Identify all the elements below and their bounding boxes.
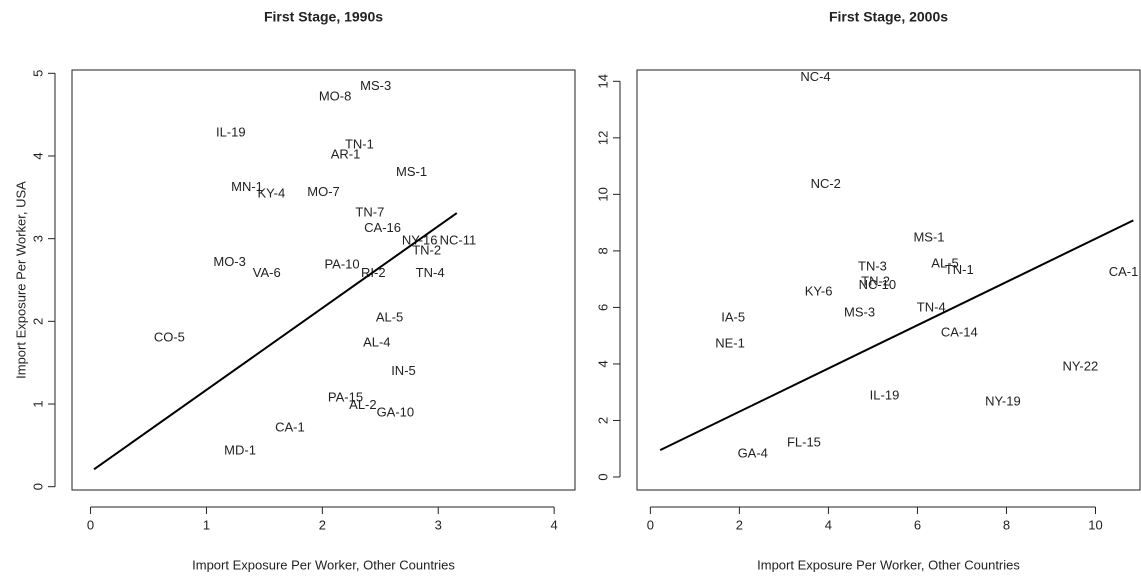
point-label: AL-4 [363, 334, 390, 349]
point-label: CA-1 [1109, 264, 1139, 279]
point-label: MS-3 [360, 78, 391, 93]
point-label: MO-8 [319, 89, 352, 104]
y-tick-label: 3 [30, 235, 45, 242]
y-tick-label: 4 [30, 152, 45, 159]
point-label: NC-2 [811, 176, 841, 191]
point-label: IL-19 [870, 388, 900, 403]
chart-title: First Stage, 2000s [829, 9, 948, 25]
x-tick-label: 2 [736, 517, 743, 532]
point-label: AR-1 [331, 147, 361, 162]
x-axis-label: Import Exposure Per Worker, Other Countr… [757, 557, 1020, 572]
plot-frame [71, 69, 576, 491]
y-tick-label: 6 [595, 304, 610, 311]
x-tick-label: 0 [647, 517, 654, 532]
chart-title: First Stage, 1990s [264, 9, 383, 25]
x-tick-label: 0 [87, 517, 94, 532]
x-tick-label: 4 [551, 517, 558, 532]
y-tick-label: 0 [30, 483, 45, 490]
point-label: IA-5 [721, 310, 745, 325]
point-label: TN-4 [416, 265, 445, 280]
point-label: TN-4 [917, 300, 946, 315]
point-label: CA-16 [364, 220, 401, 235]
x-tick-label: 6 [914, 517, 921, 532]
point-label: MO-7 [307, 184, 340, 199]
x-tick-label: 4 [825, 517, 832, 532]
point-label: MO-3 [213, 254, 246, 269]
x-tick-label: 1 [203, 517, 210, 532]
point-label: CO-5 [154, 329, 185, 344]
point-label: TN-2 [412, 243, 441, 258]
y-tick-label: 12 [595, 131, 610, 145]
x-tick-label: 3 [435, 517, 442, 532]
y-tick-label: 2 [595, 417, 610, 424]
fit-line [93, 212, 458, 471]
point-label: NE-1 [715, 336, 745, 351]
point-label: AL-5 [376, 309, 403, 324]
y-tick-label: 4 [595, 360, 610, 367]
point-label: TN-3 [858, 259, 887, 274]
point-label: AL-2 [349, 397, 376, 412]
x-tick-label: 8 [1003, 517, 1010, 532]
point-label: NC-10 [859, 277, 897, 292]
point-label: MS-1 [913, 230, 944, 245]
point-label: CA-14 [941, 325, 978, 340]
plot-frame [636, 69, 1141, 491]
point-label: NY-19 [985, 394, 1021, 409]
x-tick-label: 10 [1088, 517, 1102, 532]
point-label: KY-4 [257, 185, 285, 200]
point-label: NY-22 [1063, 358, 1099, 373]
y-tick-label: 5 [30, 70, 45, 77]
y-tick-label: 8 [595, 247, 610, 254]
point-label: TN-1 [345, 137, 374, 152]
y-tick-label: 2 [30, 318, 45, 325]
point-label: CA-1 [275, 419, 305, 434]
point-label: PA-10 [324, 257, 359, 272]
point-label: NC-11 [440, 233, 477, 248]
x-tick-label: 2 [319, 517, 326, 532]
y-axis-label: Import Exposure Per Worker, USA [13, 181, 28, 379]
point-label: KY-6 [805, 284, 833, 299]
point-label: FL-15 [787, 435, 821, 450]
point-label: PA-15 [328, 390, 363, 405]
point-label: TN-2 [861, 274, 890, 289]
point-label: TN-1 [945, 262, 974, 277]
fit-line [659, 219, 1134, 452]
point-label: GA-4 [738, 446, 768, 461]
point-label: MD-1 [224, 443, 256, 458]
point-label: MS-1 [396, 164, 427, 179]
point-label: NC-4 [800, 69, 830, 84]
y-tick-label: 1 [30, 400, 45, 407]
point-label: MS-3 [844, 305, 875, 320]
y-tick-label: 14 [595, 74, 610, 88]
x-axis-label: Import Exposure Per Worker, Other Countr… [192, 557, 455, 572]
y-tick-label: 0 [595, 473, 610, 480]
point-label: IL-19 [216, 124, 246, 139]
point-label: AL-5 [931, 256, 958, 271]
point-label: MN-1 [231, 179, 263, 194]
point-label: TN-7 [355, 204, 384, 219]
point-label: GA-10 [377, 405, 415, 420]
y-tick-label: 10 [595, 187, 610, 201]
point-label: VA-6 [253, 265, 281, 280]
point-label: IN-5 [391, 363, 416, 378]
